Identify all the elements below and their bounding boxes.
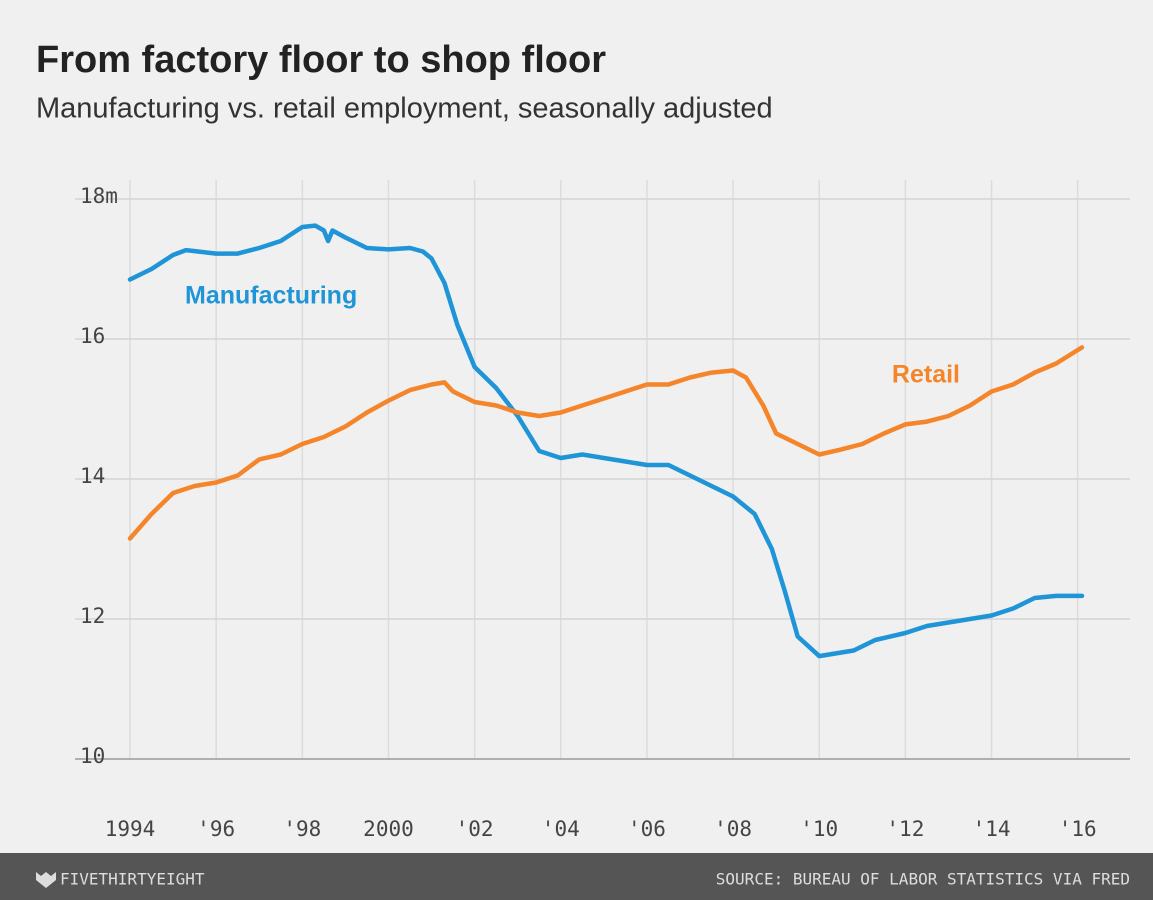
plot: 1994 '96 '98 2000 '02 '04 '06 '08 '10 '12 '14 '16 10… bbox=[75, 180, 1130, 841]
x-tick-label: '98 bbox=[283, 817, 321, 841]
x-tick-label: '06 bbox=[628, 817, 666, 841]
x-tick-label: '04 bbox=[542, 817, 580, 841]
series-label: Retail bbox=[892, 361, 960, 389]
x-tick-label: '08 bbox=[714, 817, 752, 841]
x-tick-label: '10 bbox=[800, 817, 838, 841]
x-tick-label: '14 bbox=[973, 817, 1011, 841]
x-tick-label: '12 bbox=[886, 817, 924, 841]
series-line bbox=[127, 223, 1085, 659]
chart-subtitle: Manufacturing vs. retail employment, sea… bbox=[36, 93, 773, 125]
y-tick-label: 10 bbox=[80, 744, 105, 768]
x-tick-label: 2000 bbox=[363, 817, 414, 841]
y-tick-label: 18m bbox=[80, 184, 118, 208]
x-tick-label: '16 bbox=[1059, 817, 1097, 841]
x-tick-label: '96 bbox=[197, 817, 235, 841]
y-tick-label: 16 bbox=[80, 324, 105, 348]
y-tick-label: 14 bbox=[80, 464, 105, 488]
series-label: Manufacturing bbox=[185, 282, 357, 310]
x-tick-label: '02 bbox=[456, 817, 494, 841]
logo bbox=[36, 872, 56, 888]
footer bbox=[0, 853, 1153, 900]
source: SOURCE: BUREAU OF LABOR STATISTICS VIA F… bbox=[716, 870, 1130, 889]
y-tick-label: 12 bbox=[80, 604, 105, 628]
series-line bbox=[127, 345, 1085, 541]
credit: FIVETHIRTYEIGHT bbox=[60, 870, 205, 889]
chart-title: From factory floor to shop floor bbox=[36, 39, 606, 81]
x-tick-label: 1994 bbox=[105, 817, 156, 841]
